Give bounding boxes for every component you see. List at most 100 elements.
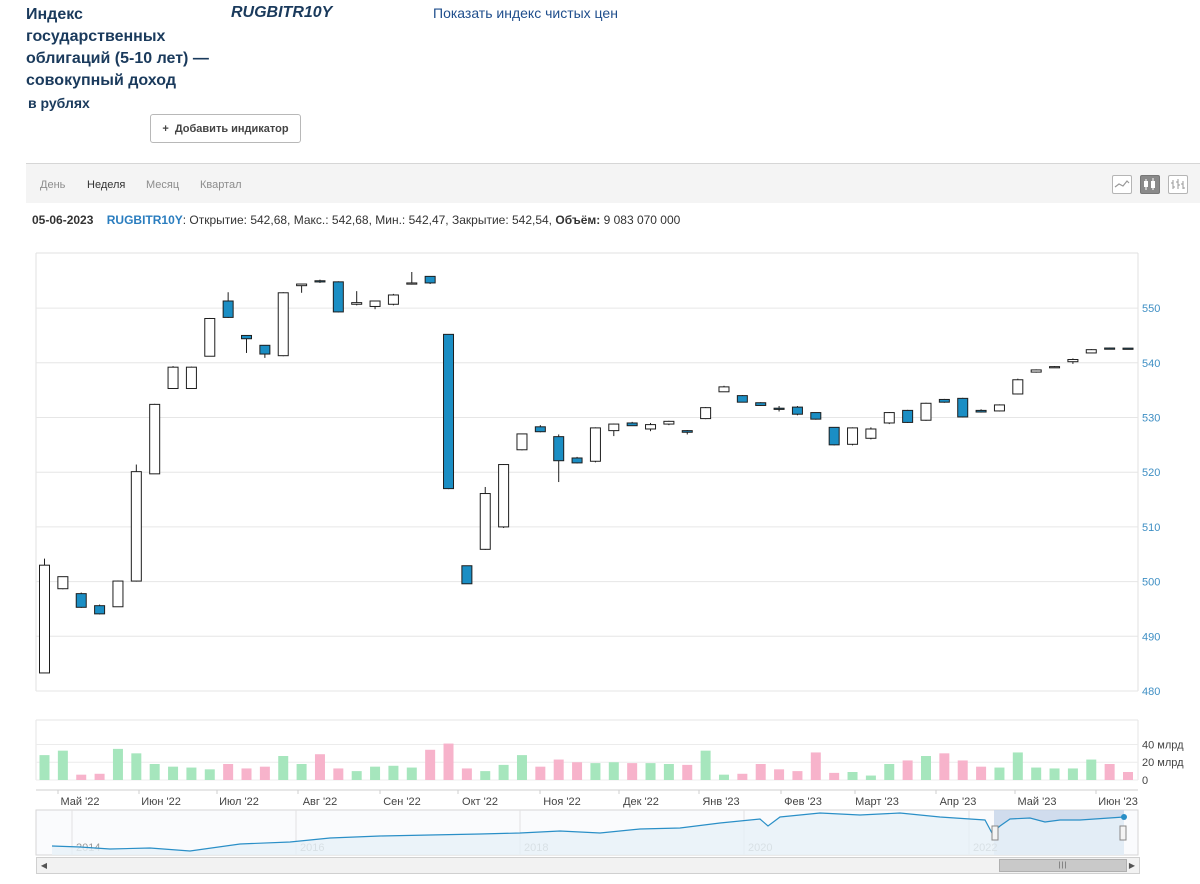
navigator-scrollbar[interactable]: ◀ ||| ▶ xyxy=(36,857,1140,874)
candle-body xyxy=(718,386,730,393)
candle-body xyxy=(516,433,528,451)
volume-bar xyxy=(461,768,472,780)
tab-quarter[interactable]: Квартал xyxy=(200,179,242,191)
scroll-thumb[interactable]: ||| xyxy=(999,859,1127,872)
price-chart[interactable]: 480 490 500 510 520 530 540 550 0 20 млрд 40 млрд М… xyxy=(0,245,1200,857)
volume-bar xyxy=(572,762,583,780)
price-tick-label: 490 xyxy=(1142,631,1160,643)
x-tick-label: Май '22 xyxy=(61,796,100,808)
x-tick-label: Окт '22 xyxy=(462,796,498,808)
tab-month[interactable]: Месяц xyxy=(146,179,180,191)
x-tick-label: Март '23 xyxy=(855,796,899,808)
volume-bar xyxy=(976,766,987,780)
candlestick-chart-icon[interactable] xyxy=(1140,175,1160,194)
candle-body xyxy=(241,334,253,340)
volume-bar xyxy=(682,764,693,780)
candle-body xyxy=(975,409,987,413)
candle-body xyxy=(534,426,546,433)
volume-bar xyxy=(755,764,766,780)
navigator-left-handle xyxy=(991,825,999,841)
volume-bar xyxy=(957,760,968,780)
x-tick-label: Май '23 xyxy=(1018,796,1057,808)
volume-bar xyxy=(902,760,913,780)
volume-bar xyxy=(865,775,876,780)
scroll-left-icon[interactable]: ◀ xyxy=(40,861,48,870)
candle-body xyxy=(461,565,473,585)
scroll-right-icon[interactable]: ▶ xyxy=(1128,861,1136,870)
x-tick-label: Июн '23 xyxy=(1098,796,1138,808)
candle-body xyxy=(828,426,840,446)
volume-bar xyxy=(241,768,252,780)
candle-body xyxy=(1049,366,1061,369)
candle-body xyxy=(296,283,308,287)
volume-bar xyxy=(39,755,50,780)
price-tick-label: 550 xyxy=(1142,303,1160,315)
candle-body xyxy=(589,427,601,462)
volume-bar xyxy=(94,773,105,780)
volume-bar xyxy=(314,754,325,780)
volume-bar xyxy=(351,771,362,780)
volume-bar xyxy=(1086,759,1097,780)
candle-body xyxy=(1104,347,1116,350)
volume-bar xyxy=(388,765,399,780)
candle-body xyxy=(94,605,106,615)
volume-bar xyxy=(278,756,289,780)
volume-bar xyxy=(333,768,344,780)
navigator-last-point xyxy=(1121,814,1127,820)
volume-bar xyxy=(847,772,858,780)
add-indicator-label: Добавить индикатор xyxy=(174,122,289,135)
candle-body xyxy=(1030,369,1042,373)
volume-bar xyxy=(774,769,785,780)
volume-bar xyxy=(608,762,619,780)
volume-bar xyxy=(829,772,840,780)
candle-body xyxy=(553,436,565,462)
candle-body xyxy=(332,281,344,313)
candle-body xyxy=(75,593,87,608)
volume-bar xyxy=(792,771,803,780)
volume-bar xyxy=(168,766,179,780)
ticker-label: RUGBITR10Y xyxy=(231,4,333,21)
price-tick-label: 500 xyxy=(1142,577,1160,589)
line-chart-icon[interactable] xyxy=(1112,175,1132,194)
x-tick-label: Авг '22 xyxy=(303,796,338,808)
navigator-area xyxy=(52,813,1124,855)
volume-bar xyxy=(700,750,711,780)
volume-bar xyxy=(1123,772,1133,780)
volume-bar xyxy=(76,774,87,780)
clean-index-link[interactable]: Показать индекс чистых цен xyxy=(433,5,618,21)
volume-bar xyxy=(406,767,417,780)
candle-body xyxy=(773,407,785,410)
volume-tick-label: 20 млрд xyxy=(1142,757,1184,769)
candle-body xyxy=(883,412,895,424)
candle-body xyxy=(957,397,969,418)
volume-bar xyxy=(810,752,821,780)
plus-icon: + xyxy=(162,122,169,135)
x-tick-label: Фев '23 xyxy=(784,796,822,808)
candle-body xyxy=(663,420,675,425)
price-tick-label: 480 xyxy=(1142,686,1160,698)
candle-body xyxy=(479,493,491,550)
add-indicator-button[interactable]: + Добавить индикатор xyxy=(150,114,301,143)
tab-week[interactable]: Неделя xyxy=(87,179,126,191)
candle-body xyxy=(810,412,822,420)
page-title: Индекс государственных облигаций (5-10 л… xyxy=(26,4,226,114)
tab-day[interactable]: День xyxy=(40,179,66,191)
x-tick-label: Июл '22 xyxy=(219,796,259,808)
candle-body xyxy=(902,409,914,423)
volume-bar xyxy=(994,767,1005,780)
candle-body xyxy=(1067,359,1079,363)
volume-bar xyxy=(186,767,197,780)
volume-bar xyxy=(443,743,454,780)
volume-bar xyxy=(425,749,436,780)
volume-bar xyxy=(204,769,215,780)
candle-body xyxy=(571,457,583,464)
volume-bar xyxy=(884,764,895,780)
volume-bar xyxy=(296,764,307,780)
ohlc-chart-icon[interactable] xyxy=(1168,175,1188,194)
navigator-line xyxy=(51,812,1125,852)
candle-body xyxy=(204,317,216,357)
volume-tick-label: 40 млрд xyxy=(1142,739,1184,751)
candle-body xyxy=(755,402,767,406)
candle-body xyxy=(920,402,932,421)
volume-bar xyxy=(737,773,748,780)
